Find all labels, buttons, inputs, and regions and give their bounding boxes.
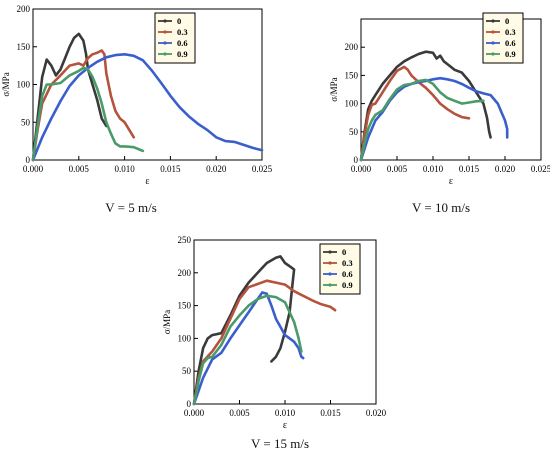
x-tick-label: 0.000 xyxy=(23,164,44,174)
x-tick-label: 0.000 xyxy=(351,164,372,174)
legend-marker xyxy=(163,41,167,45)
x-tick-label: 0.010 xyxy=(423,164,444,174)
legend-marker xyxy=(163,30,167,34)
series-line-0.3 xyxy=(192,279,337,406)
x-tick-label: 0.010 xyxy=(114,164,135,174)
legend-label: 0.3 xyxy=(342,258,353,268)
legend-marker xyxy=(491,30,495,34)
y-tick-label: 0 xyxy=(354,155,359,165)
y-tick-label: 200 xyxy=(178,268,192,278)
chart-panel-v10: 0.000 0.005 0.010 0.015 0.020 0.025 0 50 100 150 2… xyxy=(329,12,550,187)
y-axis-label: σ/MPa xyxy=(329,77,339,101)
series-line-0.9 xyxy=(359,78,485,162)
series-line-0.3 xyxy=(359,65,471,162)
series-line-0 xyxy=(31,32,108,162)
x-axis-label: ε xyxy=(145,176,149,187)
y-tick-label: 200 xyxy=(345,42,359,52)
x-tick-label: 0.005 xyxy=(387,164,408,174)
y-tick-label: 50 xyxy=(182,366,192,376)
x-tick-label: 0.025 xyxy=(252,164,273,174)
series-line-0 xyxy=(359,50,492,162)
x-tick-label: 0.005 xyxy=(69,164,90,174)
legend-label: 0.3 xyxy=(505,27,516,37)
legend-label: 0 xyxy=(177,16,181,26)
legend-marker xyxy=(491,52,495,56)
x-tick-label: 0.020 xyxy=(495,164,516,174)
caption-v5: V = 5 m/s xyxy=(105,200,157,215)
y-tick-label: 250 xyxy=(178,235,192,245)
x-tick-label: 0.005 xyxy=(229,408,250,418)
x-tick-label: 0.015 xyxy=(459,164,480,174)
x-tick-label: 0.015 xyxy=(160,164,181,174)
x-tick-label: 0.015 xyxy=(320,408,341,418)
x-axis-label: ε xyxy=(449,176,453,187)
legend-marker xyxy=(163,52,167,56)
y-tick-label: 0 xyxy=(187,399,192,409)
x-tick-label: 0.010 xyxy=(275,408,296,418)
legend-label: 0.6 xyxy=(177,38,188,48)
legend-label: 0.6 xyxy=(342,269,353,279)
plot-frame xyxy=(360,18,542,161)
x-tick-label: 0.025 xyxy=(531,164,550,174)
series-line-0.9 xyxy=(192,294,303,406)
legend-label: 0.9 xyxy=(342,280,353,290)
x-axis-label: ε xyxy=(283,420,287,431)
y-tick-label: 0 xyxy=(26,155,31,165)
y-tick-label: 50 xyxy=(21,117,31,127)
caption-v10: V = 10 m/s xyxy=(411,200,471,215)
series-line-0 xyxy=(192,255,296,406)
legend-label: 0.9 xyxy=(177,49,188,59)
y-tick-label: 100 xyxy=(178,333,192,343)
chart-panel-v5: 0.000 0.005 0.010 0.015 0.020 0.025 0 50 100 150 2… xyxy=(1,4,273,187)
legend-marker xyxy=(328,250,332,254)
y-tick-label: 100 xyxy=(345,99,359,109)
y-tick-label: 50 xyxy=(349,127,359,137)
x-tick-label: 0.000 xyxy=(184,408,205,418)
legend-marker xyxy=(328,272,332,276)
x-tick-label: 0.020 xyxy=(206,164,227,174)
legend-marker xyxy=(163,19,167,23)
series-line-0.9 xyxy=(31,66,145,162)
x-tick-label: 0.020 xyxy=(366,408,387,418)
y-tick-label: 200 xyxy=(17,4,31,14)
legend-label: 0.9 xyxy=(505,49,516,59)
y-tick-label: 150 xyxy=(17,42,31,52)
legend-label: 0 xyxy=(342,247,346,257)
legend-marker xyxy=(328,283,332,287)
plot-frame xyxy=(32,8,263,161)
caption-v15: V = 15 m/s xyxy=(250,436,310,451)
legend-label: 0.3 xyxy=(177,27,188,37)
legend-marker xyxy=(491,41,495,45)
legend-marker xyxy=(491,19,495,23)
series-line-0.6 xyxy=(31,53,264,162)
legend-label: 0 xyxy=(505,16,509,26)
y-tick-label: 150 xyxy=(345,70,359,80)
series-line-0.6 xyxy=(192,291,305,406)
y-axis-label: σ/MPa xyxy=(1,72,11,96)
legend-marker xyxy=(328,261,332,265)
y-axis-label: σ/MPa xyxy=(162,310,172,334)
y-tick-label: 150 xyxy=(178,301,192,311)
y-tick-label: 100 xyxy=(17,80,31,90)
legend-label: 0.6 xyxy=(505,38,516,48)
chart-panel-v15: 0.000 0.005 0.010 0.015 0.020 0 50 100 150 200 250… xyxy=(162,235,387,431)
